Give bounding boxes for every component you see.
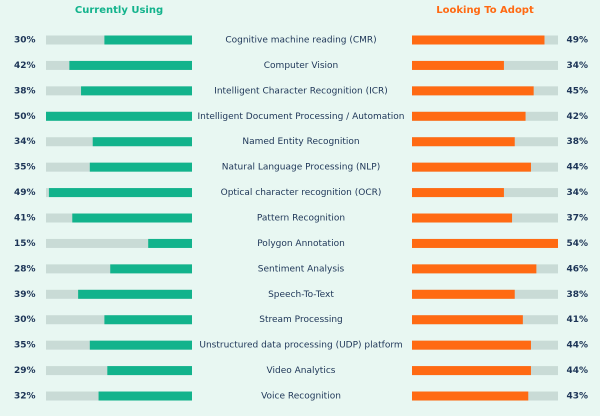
- value-label: 49%: [14, 188, 36, 198]
- bar: [412, 391, 529, 401]
- value-label: 34%: [14, 137, 36, 147]
- category-label: Named Entity Recognition: [242, 137, 359, 147]
- bar: [412, 111, 526, 121]
- category-label: Natural Language Processing (NLP): [222, 163, 380, 173]
- bar: [412, 35, 545, 45]
- bar: [412, 162, 531, 172]
- bar: [81, 86, 192, 96]
- value-label: 38%: [566, 290, 588, 300]
- category-label: Voice Recognition: [261, 392, 341, 402]
- category-label: Unstructured data processing (UDP) platf…: [199, 341, 402, 351]
- value-label: 35%: [14, 341, 36, 351]
- bar: [48, 188, 192, 198]
- value-label: 42%: [566, 112, 588, 122]
- bar: [89, 162, 192, 172]
- value-label: 35%: [14, 163, 36, 173]
- bar: [98, 391, 192, 401]
- value-label: 15%: [14, 239, 36, 249]
- bar: [412, 264, 537, 274]
- value-label: 34%: [566, 188, 588, 198]
- category-label: Optical character recognition (OCR): [221, 188, 382, 198]
- bar: [46, 111, 192, 121]
- value-label: 42%: [14, 61, 36, 71]
- value-label: 38%: [14, 86, 36, 96]
- bar: [412, 188, 504, 198]
- value-label: 45%: [566, 86, 588, 96]
- value-label: 37%: [566, 214, 588, 224]
- bar: [89, 340, 192, 350]
- value-label: 34%: [566, 61, 588, 71]
- value-label: 29%: [14, 366, 36, 376]
- bar: [412, 366, 531, 376]
- bar: [412, 340, 531, 350]
- value-label: 38%: [566, 137, 588, 147]
- category-label: Video Analytics: [267, 366, 336, 376]
- bar: [412, 315, 523, 325]
- category-label: Computer Vision: [264, 61, 338, 71]
- value-label: 30%: [14, 315, 36, 325]
- value-label: 44%: [566, 163, 588, 173]
- value-label: 41%: [14, 214, 36, 224]
- bar: [148, 238, 192, 248]
- category-label: Pattern Recognition: [257, 214, 345, 224]
- value-label: 46%: [566, 264, 588, 274]
- bar: [72, 213, 192, 223]
- bar: [78, 289, 192, 299]
- bar: [104, 315, 192, 325]
- bar: [412, 238, 558, 248]
- value-label: 54%: [566, 239, 588, 249]
- value-label: 32%: [14, 392, 36, 402]
- legend-right: Looking To Adopt: [436, 5, 534, 16]
- value-label: 41%: [566, 315, 588, 325]
- bar: [412, 213, 513, 223]
- bar: [69, 60, 192, 70]
- category-label: Cognitive machine reading (CMR): [225, 36, 376, 46]
- legend-left: Currently Using: [75, 5, 163, 16]
- bar: [412, 137, 515, 147]
- bar: [92, 137, 192, 147]
- value-label: 44%: [566, 341, 588, 351]
- category-label: Sentiment Analysis: [258, 264, 345, 274]
- value-label: 28%: [14, 264, 36, 274]
- value-label: 50%: [14, 112, 36, 122]
- value-label: 49%: [566, 36, 588, 46]
- category-label: Polygon Annotation: [257, 239, 345, 249]
- value-label: 43%: [566, 392, 588, 402]
- value-label: 39%: [14, 290, 36, 300]
- bar: [110, 264, 192, 274]
- bar: [104, 35, 192, 45]
- category-label: Intelligent Character Recognition (ICR): [214, 86, 388, 96]
- category-label: Speech-To-Text: [268, 290, 334, 300]
- bar: [412, 289, 515, 299]
- track: [46, 238, 192, 248]
- value-label: 30%: [14, 36, 36, 46]
- bar: [107, 366, 192, 376]
- category-label: Intelligent Document Processing / Automa…: [198, 112, 405, 122]
- category-label: Stream Processing: [259, 315, 342, 325]
- bar: [412, 60, 504, 70]
- bar: [412, 86, 534, 96]
- value-label: 44%: [566, 366, 588, 376]
